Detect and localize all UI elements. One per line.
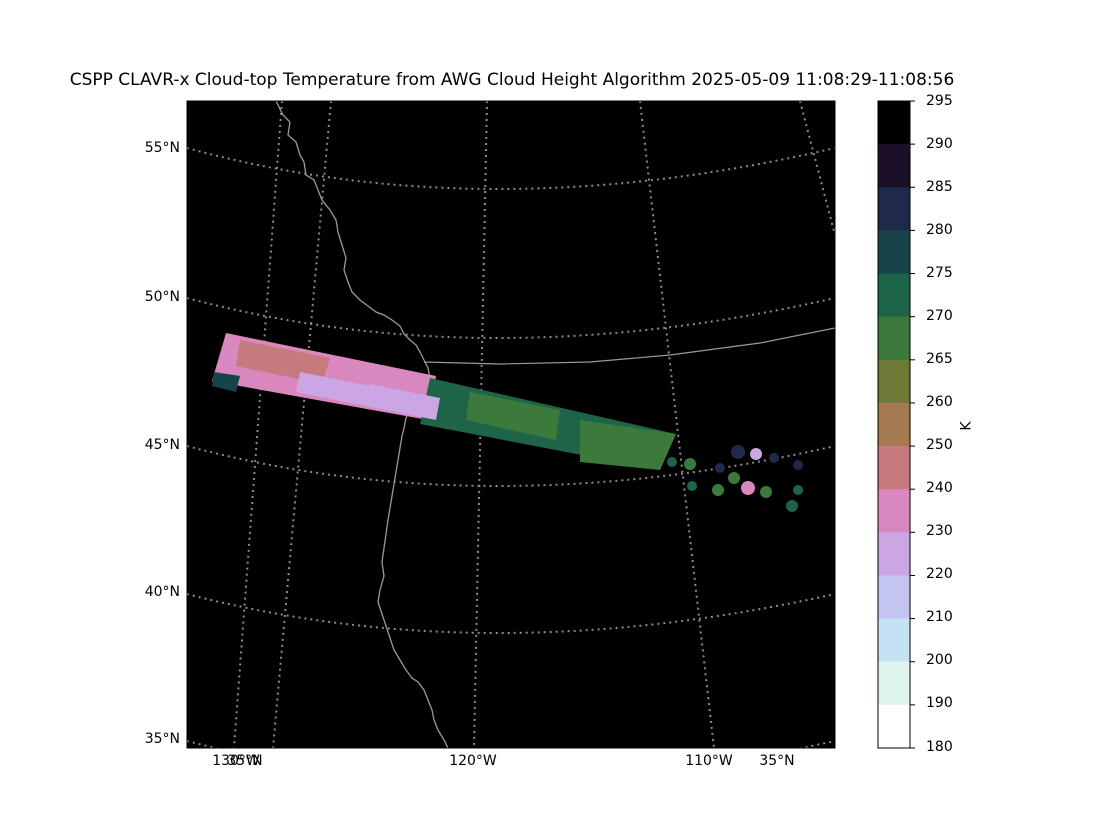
colorbar-unit-label: K (958, 421, 975, 431)
national-border (423, 327, 835, 365)
colorbar-tick-285: 285 (926, 179, 953, 195)
colorbar-segment (878, 618, 910, 663)
colorbar-tick-280: 280 (926, 222, 953, 238)
swath-west-rose (236, 340, 330, 384)
colorbar-segment (878, 532, 910, 576)
colorbar-tick-220: 220 (926, 566, 953, 582)
colorbar-tick-240: 240 (926, 480, 953, 496)
lon-label-120w: 120°W (449, 753, 497, 769)
colorbar-tick-275: 275 (926, 265, 953, 281)
colorbar-segment (878, 316, 910, 361)
colorbar-segment (878, 661, 910, 706)
colorbar-tick-210: 210 (926, 609, 953, 625)
lon-line-110w (799, 101, 835, 236)
colorbar-segment (878, 230, 910, 275)
colorbar-segment (878, 575, 910, 620)
colorbar-tick-200: 200 (926, 652, 953, 668)
lat-label-35: 35°N (144, 731, 180, 747)
lon-line-115w (639, 101, 715, 748)
lat-label-55: 55°N (144, 140, 180, 156)
longitude-gridlines (233, 101, 835, 748)
colorbar-tick-190: 190 (926, 695, 953, 711)
colorbar-frame (877, 100, 911, 749)
colorbar (877, 100, 915, 749)
swath-mid-lightgreen (466, 392, 560, 440)
lat-label-45: 45°N (144, 437, 180, 453)
figure-title: CSPP CLAVR-x Cloud-top Temperature from … (69, 70, 955, 90)
colorbar-tick-295: 295 (926, 93, 953, 109)
lon-line-125w (272, 101, 332, 748)
colorbar-tick-290: 290 (926, 136, 953, 152)
lon-line-130w (233, 101, 283, 748)
colorbar-segment (878, 187, 910, 231)
colorbar-segment (878, 101, 910, 145)
colorbar-tick-265: 265 (926, 351, 953, 367)
cloud-temperature-swath (212, 333, 803, 512)
swath-east-green (580, 420, 676, 470)
colorbar-tick-260: 260 (926, 394, 953, 410)
colorbar-segment (878, 489, 910, 533)
colorbar-tick-230: 230 (926, 523, 953, 539)
colorbar-segment (878, 446, 910, 490)
map-frame (186, 100, 836, 749)
colorbar-tick-250: 250 (926, 437, 953, 453)
colorbar-segment (878, 402, 910, 447)
lon-label-35n-left: 35°N (227, 753, 263, 769)
lon-label-130w: 130°W (212, 753, 260, 769)
swath-mid-lavender (366, 384, 440, 420)
colorbar-segment (878, 359, 910, 404)
lon-label-35n-right: 35°N (759, 753, 795, 769)
swath-west-lavender (296, 372, 390, 410)
lat-label-50: 50°N (144, 289, 180, 305)
swath-east-patches (667, 445, 803, 512)
lat-label-40: 40°N (144, 584, 180, 600)
colorbar-segment (878, 273, 910, 318)
colorbar-segment (878, 704, 910, 749)
colorbar-tick-270: 270 (926, 308, 953, 324)
colorbar-tick-180: 180 (926, 739, 953, 755)
colorbar-segment (878, 144, 910, 188)
swath-west-teal (212, 372, 240, 392)
lon-label-110w: 110°W (685, 753, 733, 769)
